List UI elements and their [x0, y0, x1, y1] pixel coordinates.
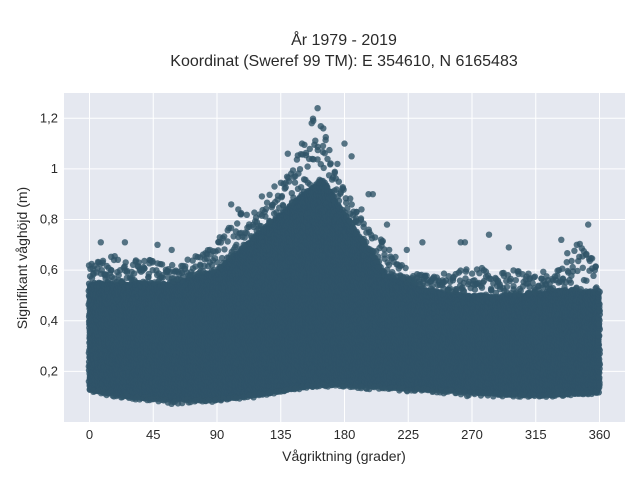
scatter-points	[85, 105, 604, 407]
